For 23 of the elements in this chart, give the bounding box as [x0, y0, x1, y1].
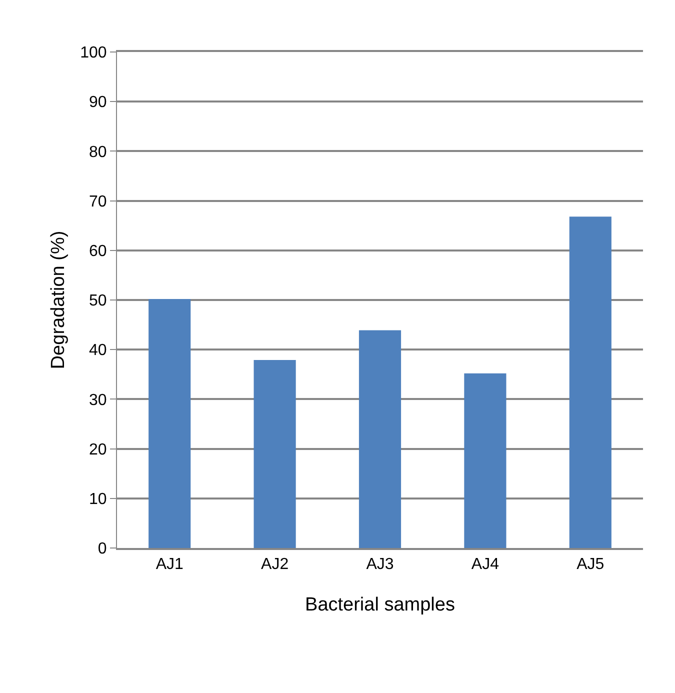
y-tick-label: 30 [89, 392, 107, 409]
x-tick-label: AJ1 [156, 556, 184, 573]
bar [569, 216, 612, 548]
x-tick-label: AJ4 [471, 556, 500, 573]
y-tick-label: 10 [89, 491, 107, 508]
x-tick-label: AJ5 [576, 556, 604, 573]
x-tick-label: AJ3 [366, 556, 394, 573]
bar [464, 373, 506, 548]
y-axis-title: Degradation (%) [48, 230, 69, 370]
y-tick-label: 0 [98, 540, 107, 558]
y-tick-label: 70 [89, 193, 107, 210]
bar [358, 330, 402, 548]
y-tick-label: 20 [89, 441, 107, 458]
x-axis-title: Bacterial samples [305, 594, 455, 616]
bar [148, 299, 191, 548]
y-tick-label: 90 [89, 94, 107, 112]
x-tick-label: AJ2 [261, 556, 289, 573]
y-tick-label: 60 [89, 243, 107, 260]
bar [254, 360, 296, 548]
y-tick-label: 80 [89, 144, 107, 161]
y-tick-label: 40 [89, 342, 107, 360]
y-tick-label: 50 [89, 292, 107, 310]
y-tick-label: 100 [80, 44, 107, 62]
